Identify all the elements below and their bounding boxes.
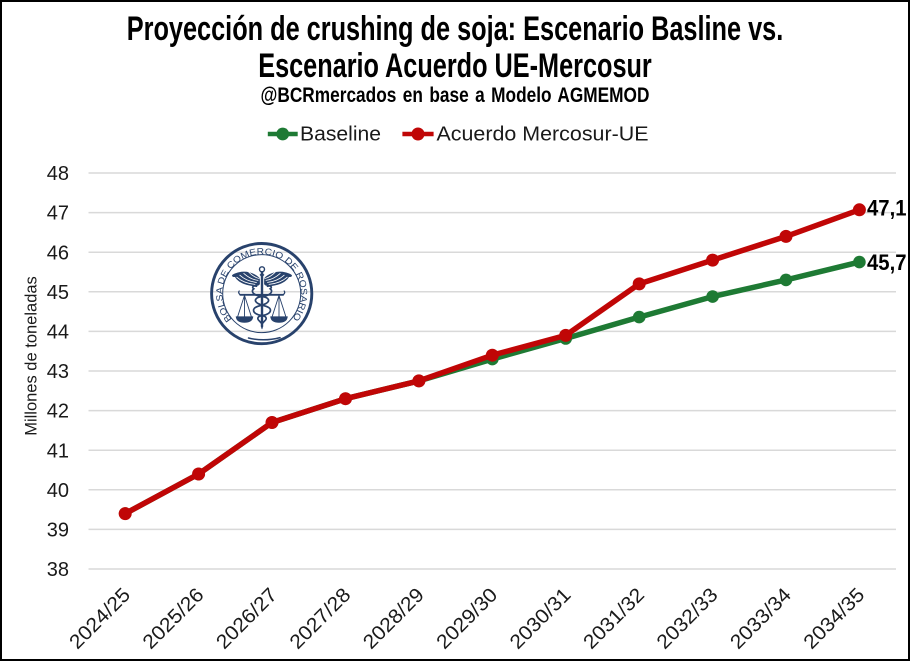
svg-text:Millones de toneladas: Millones de toneladas: [23, 276, 41, 436]
svg-text:38: 38: [47, 559, 69, 581]
svg-text:46: 46: [47, 242, 69, 264]
svg-text:2029/30: 2029/30: [432, 584, 502, 654]
svg-text:42: 42: [47, 401, 69, 423]
svg-text:41: 41: [47, 440, 69, 462]
svg-text:48: 48: [47, 163, 69, 185]
svg-text:Baseline: Baseline: [300, 123, 381, 146]
svg-text:40: 40: [47, 480, 69, 502]
svg-text:2032/33: 2032/33: [653, 584, 723, 654]
svg-text:2033/34: 2033/34: [726, 584, 796, 654]
svg-text:47,1: 47,1: [867, 196, 907, 221]
svg-text:2034/35: 2034/35: [800, 584, 870, 654]
svg-text:44: 44: [47, 322, 69, 344]
svg-text:2028/29: 2028/29: [359, 584, 429, 654]
svg-text:2030/31: 2030/31: [506, 584, 576, 654]
svg-text:47: 47: [47, 203, 69, 225]
svg-text:2026/27: 2026/27: [212, 584, 282, 654]
svg-text:2025/26: 2025/26: [139, 584, 209, 654]
svg-text:45: 45: [47, 282, 69, 304]
svg-text:Acuerdo Mercosur-UE: Acuerdo Mercosur-UE: [437, 123, 649, 146]
svg-text:2027/28: 2027/28: [286, 584, 356, 654]
svg-text:2031/32: 2031/32: [579, 584, 649, 654]
svg-text:45,7: 45,7: [867, 250, 907, 275]
svg-text:43: 43: [47, 361, 69, 383]
svg-text:2024/25: 2024/25: [65, 584, 135, 654]
svg-text:39: 39: [47, 520, 69, 542]
